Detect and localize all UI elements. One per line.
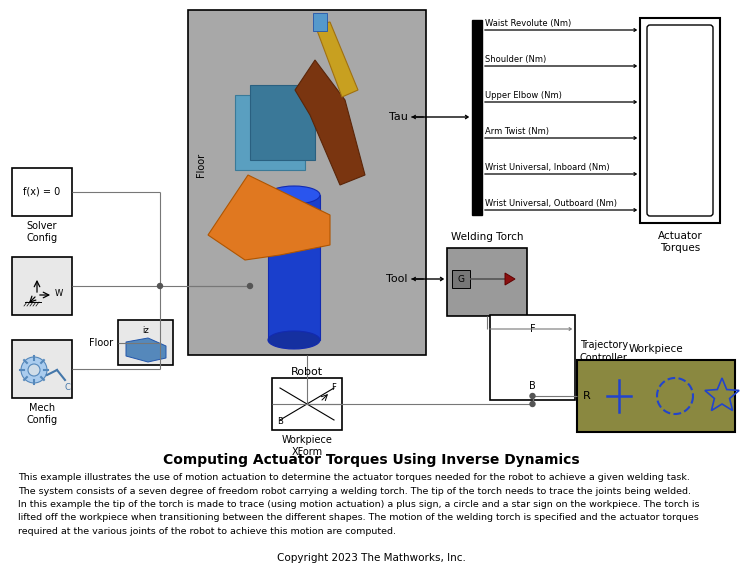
Text: iz: iz	[142, 326, 149, 335]
Bar	[313, 13, 327, 31]
Text: Copyright 2023 The Mathworks, Inc.: Copyright 2023 The Mathworks, Inc.	[276, 553, 465, 563]
Text: R: R	[583, 391, 591, 401]
Circle shape	[28, 364, 40, 376]
Bar	[490, 315, 575, 400]
Ellipse shape	[268, 331, 320, 349]
Text: W: W	[55, 288, 63, 298]
Text: Tool: Tool	[386, 274, 408, 284]
Bar	[12, 257, 72, 315]
Text: required at the various joints of the robot to achieve this motion are computed.: required at the various joints of the ro…	[18, 527, 396, 536]
Polygon shape	[126, 338, 166, 362]
Text: Mech
Config: Mech Config	[27, 403, 57, 424]
Text: f(x) = 0: f(x) = 0	[23, 187, 61, 197]
Text: Floor: Floor	[89, 338, 113, 347]
Bar	[640, 18, 720, 223]
Circle shape	[530, 394, 535, 398]
Text: Tau: Tau	[389, 112, 408, 122]
Text: Solver
Config: Solver Config	[27, 221, 57, 243]
Bar	[452, 270, 470, 288]
Text: This example illustrates the use of motion actuation to determine the actuator t: This example illustrates the use of moti…	[18, 473, 690, 482]
Circle shape	[158, 284, 163, 288]
Text: B: B	[277, 417, 283, 427]
Text: F: F	[331, 383, 337, 393]
Polygon shape	[315, 22, 358, 97]
Bar	[12, 340, 72, 398]
Text: B: B	[529, 381, 536, 391]
Bar	[118, 320, 173, 365]
Bar	[447, 248, 527, 316]
Circle shape	[247, 284, 253, 288]
FancyBboxPatch shape	[647, 25, 713, 216]
Text: C: C	[64, 383, 70, 393]
Text: Arm Twist (Nm): Arm Twist (Nm)	[485, 127, 549, 136]
Text: Actuator
Torques: Actuator Torques	[658, 231, 702, 254]
Text: Trajectory
Controller: Trajectory Controller	[580, 340, 628, 362]
Text: Workpiece
XForm: Workpiece XForm	[282, 435, 332, 457]
Text: Shoulder (Nm): Shoulder (Nm)	[485, 55, 546, 64]
Bar	[268, 195, 320, 340]
Text: In this example the tip of the torch is made to trace (using motion actuation) a: In this example the tip of the torch is …	[18, 500, 699, 509]
Text: Workpiece: Workpiece	[629, 344, 684, 354]
Text: lifted off the workpiece when transitioning between the different shapes. The mo: lifted off the workpiece when transition…	[18, 514, 698, 522]
Text: Waist Revolute (Nm): Waist Revolute (Nm)	[485, 19, 571, 28]
Circle shape	[530, 401, 535, 406]
Polygon shape	[295, 60, 365, 185]
Bar	[250, 85, 315, 160]
Text: Floor: Floor	[196, 153, 206, 177]
Text: Computing Actuator Torques Using Inverse Dynamics: Computing Actuator Torques Using Inverse…	[163, 453, 580, 467]
Ellipse shape	[268, 186, 320, 204]
Bar	[188, 10, 426, 355]
Polygon shape	[208, 175, 330, 260]
Bar	[235, 95, 305, 170]
Polygon shape	[505, 273, 515, 285]
Bar	[12, 168, 72, 216]
Text: Robot: Robot	[291, 367, 323, 377]
Text: The system consists of a seven degree of freedom robot carrying a welding torch.: The system consists of a seven degree of…	[18, 486, 691, 496]
Text: Wrist Universal, Inboard (Nm): Wrist Universal, Inboard (Nm)	[485, 163, 609, 172]
Text: Wrist Universal, Outboard (Nm): Wrist Universal, Outboard (Nm)	[485, 199, 617, 208]
Circle shape	[21, 357, 47, 383]
Bar	[472, 20, 482, 215]
Text: Welding Torch: Welding Torch	[451, 232, 523, 242]
Text: Upper Elbow (Nm): Upper Elbow (Nm)	[485, 91, 562, 100]
Text: G: G	[458, 274, 464, 284]
Bar	[272, 378, 342, 430]
Text: F: F	[530, 324, 535, 334]
Bar	[577, 360, 735, 432]
